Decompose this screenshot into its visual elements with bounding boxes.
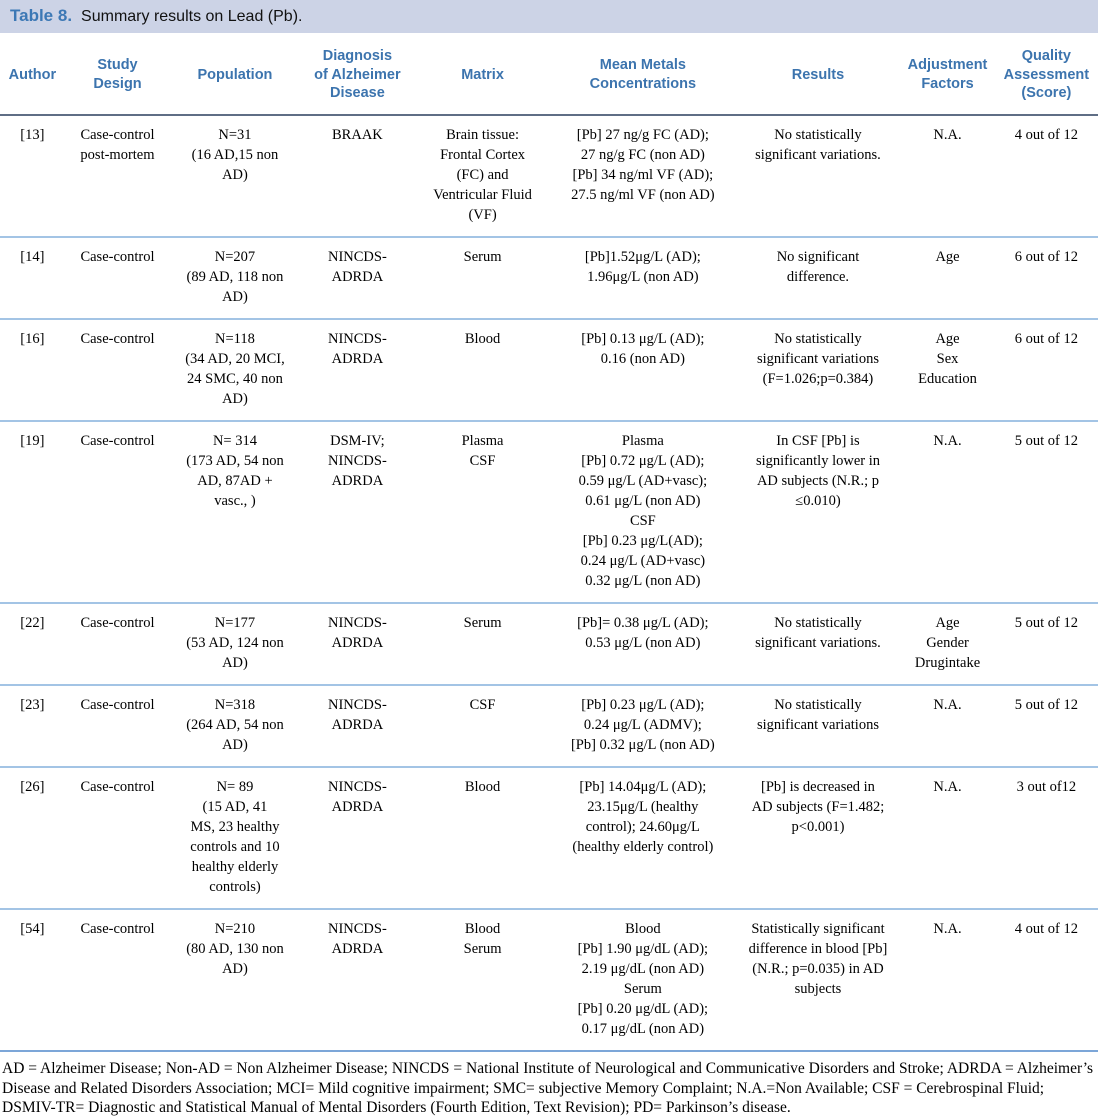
study-design-cell: Case-control xyxy=(64,684,171,768)
author-cell: [13] xyxy=(0,114,65,238)
column-header-population: Population xyxy=(170,37,300,116)
matrix-cell: Brain tissue: Frontal Cortex (FC) and Ve… xyxy=(415,114,551,238)
diagnosis-cell: NINCDS- ADRDA xyxy=(299,236,416,320)
population-cell: N= 314 (173 AD, 54 non AD, 87AD + vasc.,… xyxy=(170,420,300,604)
diagnosis-cell: NINCDS- ADRDA xyxy=(299,766,416,910)
table-header: Author Study Design Population Diagnosis… xyxy=(0,37,1098,116)
table-caption: Table 8. Summary results on Lead (Pb). xyxy=(0,0,1098,34)
diagnosis-cell: NINCDS- ADRDA xyxy=(299,684,416,768)
table-row: [54] Case-control N=210 (80 AD, 130 non AD… xyxy=(0,908,1098,1052)
summary-table: Author Study Design Population Diagnosis… xyxy=(0,37,1098,1052)
mean-metals-cell: [Pb] 27 ng/g FC (AD); 27 ng/g FC (non AD… xyxy=(550,114,736,238)
table-row: [26] Case-control N= 89 (15 AD, 41 MS, 23 … xyxy=(0,766,1098,910)
author-cell: [14] xyxy=(0,236,65,320)
author-cell: [54] xyxy=(0,908,65,1052)
diagnosis-cell: BRAAK xyxy=(299,114,416,238)
column-header-adjustment: Adjustment Factors xyxy=(900,37,995,116)
mean-metals-cell: [Pb]1.52μg/L (AD); 1.96μg/L (non AD) xyxy=(550,236,736,320)
adjustment-cell: N.A. xyxy=(900,114,995,238)
column-header-study-design: Study Design xyxy=(64,37,171,116)
table-row: [22] Case-control N=177 (53 AD, 124 non AD… xyxy=(0,602,1098,686)
matrix-cell: Blood xyxy=(415,766,551,910)
population-cell: N= 89 (15 AD, 41 MS, 23 healthy controls… xyxy=(170,766,300,910)
adjustment-cell: Age xyxy=(900,236,995,320)
mean-metals-cell: Plasma [Pb] 0.72 μg/L (AD); 0.59 μg/L (A… xyxy=(550,420,736,604)
adjustment-cell: N.A. xyxy=(900,766,995,910)
population-cell: N=118 (34 AD, 20 MCI, 24 SMC, 40 non AD) xyxy=(170,318,300,422)
results-cell: No statistically significant variations xyxy=(735,684,901,768)
quality-cell: 5 out of 12 xyxy=(994,420,1098,604)
column-header-quality: Quality Assessment (Score) xyxy=(994,37,1098,116)
column-header-mean-metals: Mean Metals Concentrations xyxy=(550,37,736,116)
study-design-cell: Case-control xyxy=(64,908,171,1052)
matrix-cell: Serum xyxy=(415,602,551,686)
mean-metals-cell: [Pb] 0.23 μg/L (AD); 0.24 μg/L (ADMV); [… xyxy=(550,684,736,768)
author-cell: [26] xyxy=(0,766,65,910)
matrix-cell: Serum xyxy=(415,236,551,320)
table-title-text: Summary results on Lead (Pb). xyxy=(81,8,303,25)
quality-cell: 5 out of 12 xyxy=(994,602,1098,686)
diagnosis-cell: DSM-IV; NINCDS- ADRDA xyxy=(299,420,416,604)
results-cell: No significant difference. xyxy=(735,236,901,320)
quality-cell: 5 out of 12 xyxy=(994,684,1098,768)
adjustment-cell: N.A. xyxy=(900,684,995,768)
author-cell: [16] xyxy=(0,318,65,422)
population-cell: N=210 (80 AD, 130 non AD) xyxy=(170,908,300,1052)
results-cell: No statistically significant variations … xyxy=(735,318,901,422)
quality-cell: 3 out of12 xyxy=(994,766,1098,910)
table-row: [13] Case-control post-mortem N=31 (16 AD,… xyxy=(0,114,1098,238)
quality-cell: 4 out of 12 xyxy=(994,114,1098,238)
column-header-author: Author xyxy=(0,37,65,116)
study-design-cell: Case-control xyxy=(64,420,171,604)
table-row: [16] Case-control N=118 (34 AD, 20 MCI, 24… xyxy=(0,318,1098,422)
study-design-cell: Case-control xyxy=(64,318,171,422)
results-cell: In CSF [Pb] is significantly lower in AD… xyxy=(735,420,901,604)
study-design-cell: Case-control post-mortem xyxy=(64,114,171,238)
table-row: [23] Case-control N=318 (264 AD, 54 non AD… xyxy=(0,684,1098,768)
table-footnote: AD = Alzheimer Disease; Non-AD = Non Alz… xyxy=(2,1059,1094,1117)
quality-cell: 4 out of 12 xyxy=(994,908,1098,1052)
study-design-cell: Case-control xyxy=(64,602,171,686)
population-cell: N=207 (89 AD, 118 non AD) xyxy=(170,236,300,320)
column-header-diagnosis: Diagnosis of Alzheimer Disease xyxy=(299,37,416,116)
matrix-cell: CSF xyxy=(415,684,551,768)
matrix-cell: Blood Serum xyxy=(415,908,551,1052)
population-cell: N=177 (53 AD, 124 non AD) xyxy=(170,602,300,686)
mean-metals-cell: [Pb] 0.13 μg/L (AD); 0.16 (non AD) xyxy=(550,318,736,422)
table-row: [14] Case-control N=207 (89 AD, 118 non AD… xyxy=(0,236,1098,320)
table-number: Table 8. xyxy=(10,6,73,25)
results-cell: [Pb] is decreased in AD subjects (F=1.48… xyxy=(735,766,901,910)
results-cell: No statistically significant variations. xyxy=(735,602,901,686)
column-header-results: Results xyxy=(735,37,901,116)
study-design-cell: Case-control xyxy=(64,766,171,910)
diagnosis-cell: NINCDS- ADRDA xyxy=(299,602,416,686)
diagnosis-cell: NINCDS- ADRDA xyxy=(299,318,416,422)
adjustment-cell: N.A. xyxy=(900,908,995,1052)
population-cell: N=318 (264 AD, 54 non AD) xyxy=(170,684,300,768)
mean-metals-cell: [Pb]= 0.38 μg/L (AD); 0.53 μg/L (non AD) xyxy=(550,602,736,686)
diagnosis-cell: NINCDS- ADRDA xyxy=(299,908,416,1052)
column-header-matrix: Matrix xyxy=(415,37,551,116)
population-cell: N=31 (16 AD,15 non AD) xyxy=(170,114,300,238)
quality-cell: 6 out of 12 xyxy=(994,236,1098,320)
matrix-cell: Blood xyxy=(415,318,551,422)
study-design-cell: Case-control xyxy=(64,236,171,320)
results-cell: Statistically significant difference in … xyxy=(735,908,901,1052)
mean-metals-cell: [Pb] 14.04μg/L (AD); 23.15μg/L (healthy … xyxy=(550,766,736,910)
adjustment-cell: Age Gender Drugintake xyxy=(900,602,995,686)
adjustment-cell: N.A. xyxy=(900,420,995,604)
mean-metals-cell: Blood [Pb] 1.90 μg/dL (AD); 2.19 μg/dL (… xyxy=(550,908,736,1052)
author-cell: [23] xyxy=(0,684,65,768)
table-body: [13] Case-control post-mortem N=31 (16 AD,… xyxy=(0,114,1098,1052)
matrix-cell: Plasma CSF xyxy=(415,420,551,604)
quality-cell: 6 out of 12 xyxy=(994,318,1098,422)
adjustment-cell: Age Sex Education xyxy=(900,318,995,422)
author-cell: [22] xyxy=(0,602,65,686)
table-row: [19] Case-control N= 314 (173 AD, 54 non A… xyxy=(0,420,1098,604)
author-cell: [19] xyxy=(0,420,65,604)
results-cell: No statistically significant variations. xyxy=(735,114,901,238)
